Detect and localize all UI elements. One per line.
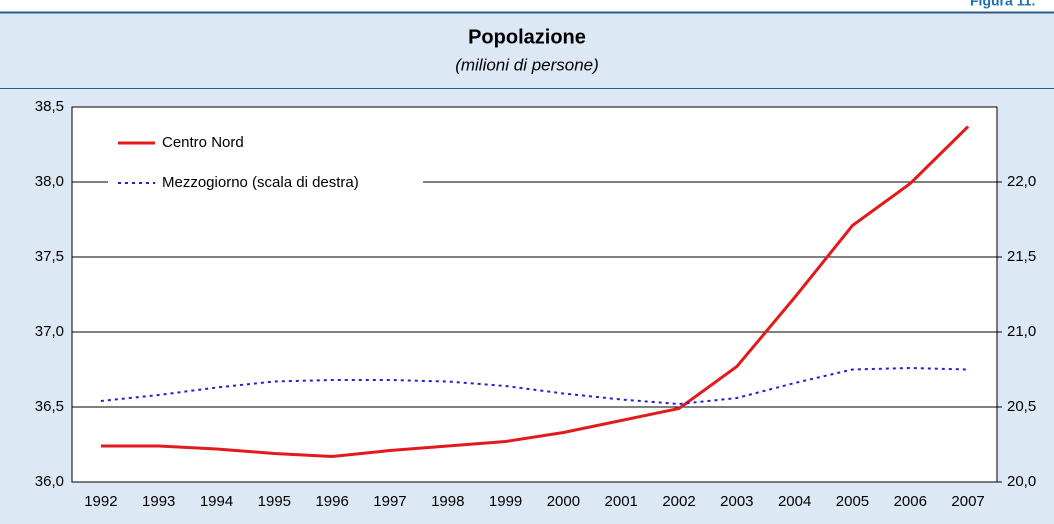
x-tick-label: 2005 [836, 493, 869, 510]
plot-border [71, 106, 998, 483]
x-tick-label: 1995 [258, 493, 291, 510]
header-band [0, 0, 1054, 12]
x-tick-label: 2001 [605, 493, 638, 510]
legend-label: Mezzogiorno (scala di destra) [162, 174, 359, 191]
y2-tick-label: 22,0 [1007, 173, 1036, 190]
x-tick-label: 1993 [142, 493, 175, 510]
x-tick-label: 2002 [662, 493, 695, 510]
y-tick-label: 36,0 [35, 473, 64, 490]
legend-label: Centro Nord [162, 134, 244, 151]
x-tick-label: 2007 [951, 493, 984, 510]
x-tick-label: 2000 [547, 493, 580, 510]
x-tick-label: 1999 [489, 493, 522, 510]
x-tick-label: 2003 [720, 493, 753, 510]
y-tick-label: 37,0 [35, 323, 64, 340]
x-tick-label: 1997 [373, 493, 406, 510]
chart-subtitle: (milioni di persone) [455, 55, 599, 74]
x-tick-label: 1996 [315, 493, 348, 510]
y2-tick-label: 21,0 [1007, 323, 1036, 340]
y-tick-label: 38,0 [35, 173, 64, 190]
series-line [100, 366, 969, 406]
y-tick-label: 38,5 [35, 98, 64, 115]
figure-label: Figura 11. [970, 0, 1035, 9]
y2-tick-label: 21,5 [1007, 248, 1036, 265]
x-tick-label: 2006 [894, 493, 927, 510]
chart-title: Popolazione [468, 26, 586, 48]
x-tick-label: 1994 [200, 493, 233, 510]
y-tick-label: 37,5 [35, 248, 64, 265]
legend-box [108, 124, 423, 204]
x-tick-label: 2004 [778, 493, 811, 510]
x-tick-label: 1998 [431, 493, 464, 510]
y2-tick-label: 20,5 [1007, 398, 1036, 415]
y2-tick-label: 20,0 [1007, 473, 1036, 490]
y-tick-label: 36,5 [35, 398, 64, 415]
x-tick-label: 1992 [84, 493, 117, 510]
series-line [100, 125, 970, 459]
